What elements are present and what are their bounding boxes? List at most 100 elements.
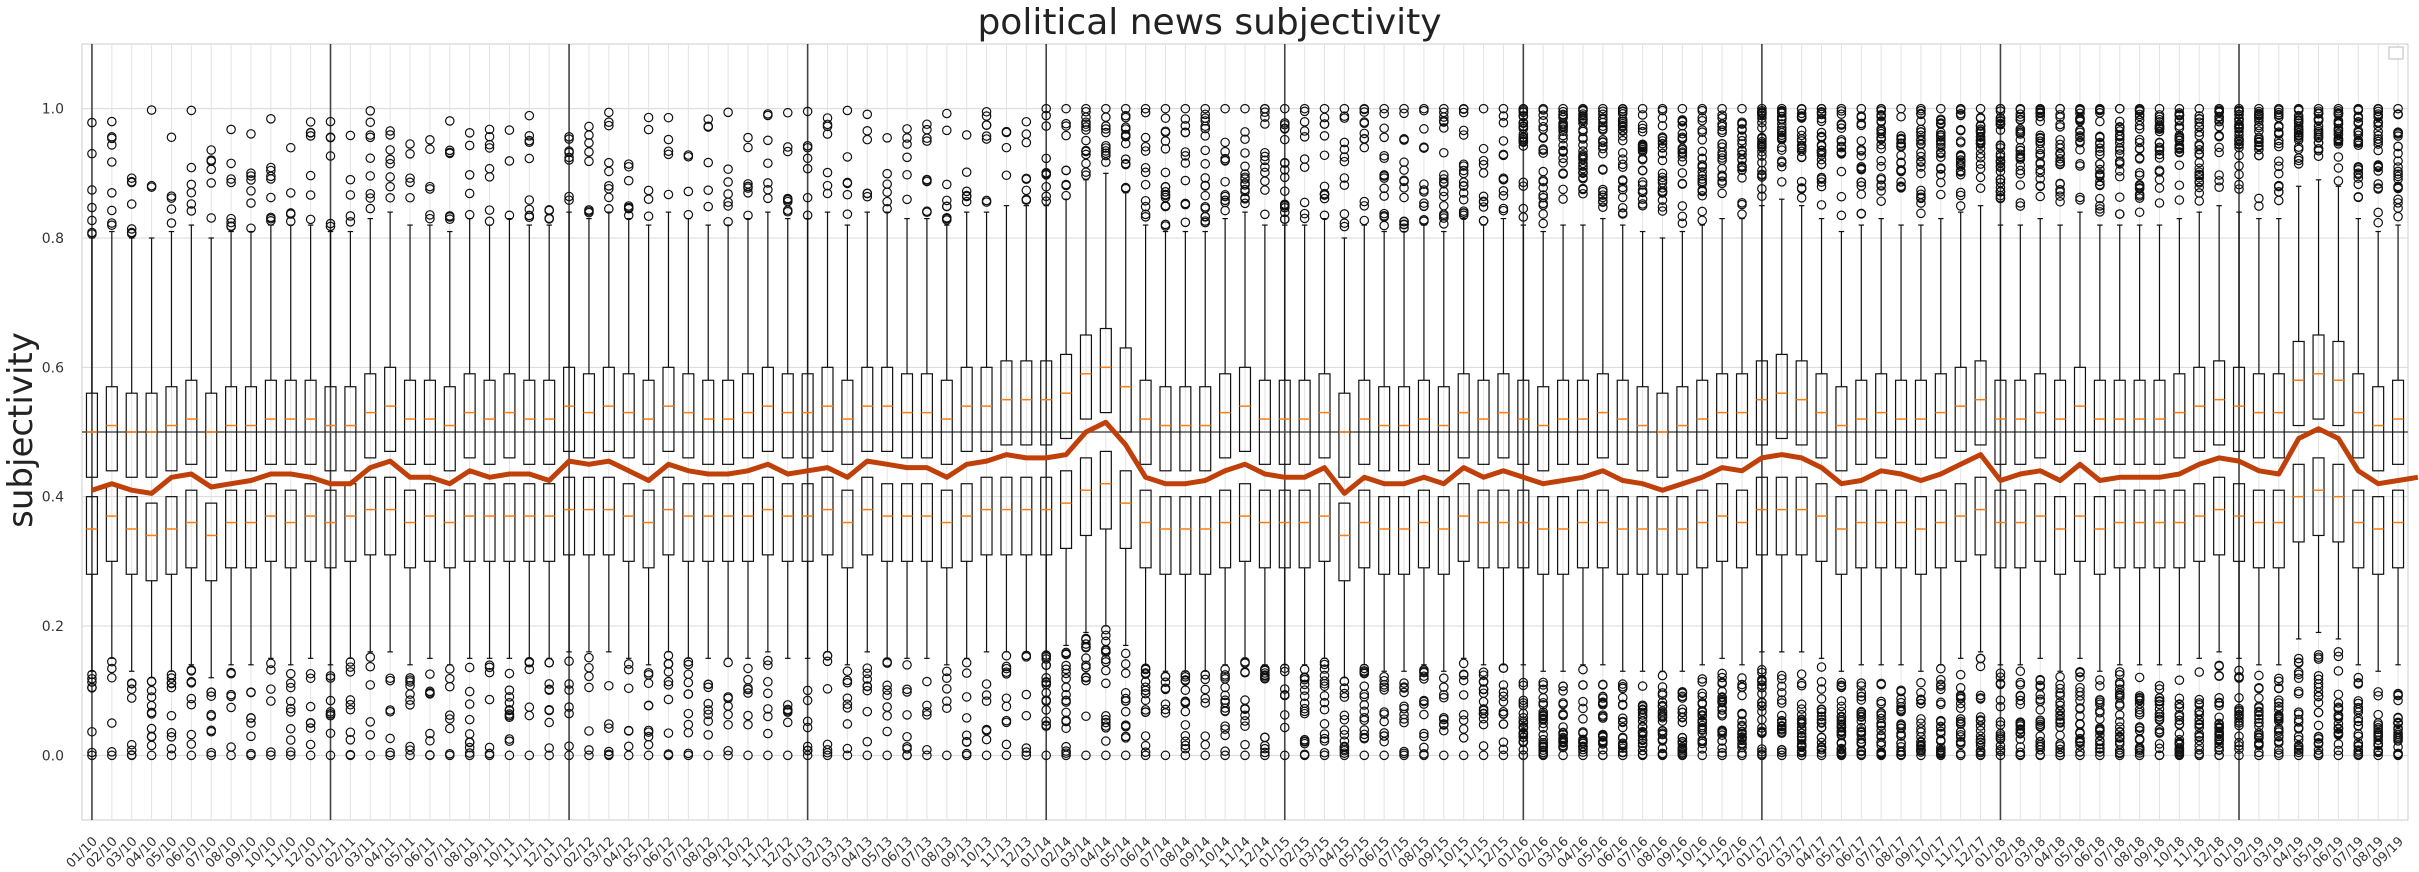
outlier-point (922, 706, 932, 717)
outlier-point (1101, 717, 1111, 728)
outlier-point (2393, 734, 2403, 744)
outlier-point (2373, 166, 2383, 176)
outlier-point (1617, 747, 1628, 757)
outlier-point (961, 191, 972, 202)
outlier-point (2194, 667, 2205, 677)
outlier-point (365, 117, 376, 128)
outlier-point (1995, 140, 2006, 151)
outlier-point (1677, 120, 1688, 131)
outlier-point (1458, 733, 1469, 743)
outlier-point (2154, 145, 2165, 156)
outlier-point (1598, 135, 1608, 145)
outlier-point (504, 705, 515, 716)
outlier-point (1617, 126, 1628, 136)
outlier-point (1617, 120, 1628, 131)
outlier-point (146, 692, 157, 702)
lower-box (741, 483, 755, 562)
outlier-point (1697, 674, 1708, 684)
outlier-point (1319, 736, 1330, 746)
outlier-point (325, 710, 336, 721)
outlier-point (1856, 103, 1867, 114)
outlier-point (1518, 110, 1529, 121)
outlier-point (703, 682, 714, 693)
outlier-point (1140, 750, 1151, 761)
outlier-point (782, 750, 793, 761)
outlier-point (2015, 724, 2026, 734)
outlier-point (1339, 156, 1350, 167)
upper-box (264, 379, 277, 465)
upper-box (1676, 386, 1689, 472)
outlier-point (1776, 103, 1787, 114)
outlier-point (1339, 113, 1350, 123)
outlier-point (87, 227, 97, 238)
y-tick-label: 0.4 (42, 490, 64, 506)
outlier-point (941, 201, 952, 212)
outlier-point (1955, 201, 1966, 211)
outlier-point (425, 135, 435, 145)
outlier-point (1796, 103, 1807, 114)
outlier-point (1419, 699, 1429, 709)
outlier-point (663, 728, 674, 738)
outlier-point (743, 684, 753, 695)
outlier-point (1458, 690, 1469, 700)
outlier-point (1478, 709, 1489, 719)
outlier-point (1419, 728, 1429, 739)
outlier-point (2273, 676, 2284, 687)
lower-box (423, 483, 436, 562)
outlier-point (1637, 110, 1648, 120)
lower-box (1855, 489, 1868, 569)
outlier-point (1975, 103, 1986, 114)
outlier-point (2095, 132, 2105, 143)
outlier-point (2075, 741, 2085, 751)
upper-box (1716, 373, 1729, 459)
outlier-point (902, 687, 912, 697)
outlier-point (1598, 713, 1608, 723)
outlier-point (1975, 149, 1986, 159)
outlier-point (1220, 746, 1230, 757)
outlier-point (703, 750, 714, 761)
outlier-point (1697, 113, 1708, 123)
outlier-point (1180, 198, 1191, 209)
outlier-point (1458, 750, 1469, 761)
outlier-point (444, 750, 455, 761)
outlier-point (2194, 182, 2205, 193)
outlier-point (2234, 716, 2244, 726)
outlier-point (1717, 730, 1727, 740)
outlier-point (1041, 695, 1051, 705)
outlier-point (2114, 750, 2125, 761)
outlier-point (405, 680, 415, 691)
outlier-point (1578, 126, 1588, 137)
outlier-point (1796, 704, 1807, 714)
outlier-point (1558, 106, 1568, 117)
outlier-point (2214, 175, 2224, 186)
outlier-point (1439, 209, 1449, 220)
outlier-point (1737, 162, 1747, 172)
outlier-point (941, 108, 952, 119)
outlier-point (2154, 116, 2165, 127)
outlier-point (1458, 675, 1469, 686)
lower-box (2312, 457, 2325, 537)
outlier-point (2055, 109, 2065, 120)
upper-box (2391, 379, 2405, 465)
outlier-point (1101, 644, 1111, 655)
outlier-point (763, 676, 773, 687)
outlier-point (2313, 682, 2324, 693)
outlier-point (1916, 124, 1926, 135)
outlier-point (2313, 691, 2324, 702)
outlier-point (385, 130, 395, 140)
y-tick-label: 1.0 (42, 102, 64, 118)
outlier-point (2075, 161, 2085, 171)
outlier-point (246, 687, 256, 698)
outlier-point (663, 189, 674, 200)
outlier-point (1955, 693, 1966, 704)
lower-box (1060, 470, 1073, 549)
outlier-point (604, 192, 614, 203)
outlier-point (1558, 722, 1568, 732)
outlier-point (1120, 158, 1131, 169)
outlier-point (1816, 737, 1827, 748)
outlier-point (1498, 691, 1509, 702)
outlier-point (2214, 718, 2224, 729)
outlier-point (1975, 132, 1986, 142)
outlier-point (1856, 716, 1867, 726)
outlier-point (2313, 144, 2324, 154)
